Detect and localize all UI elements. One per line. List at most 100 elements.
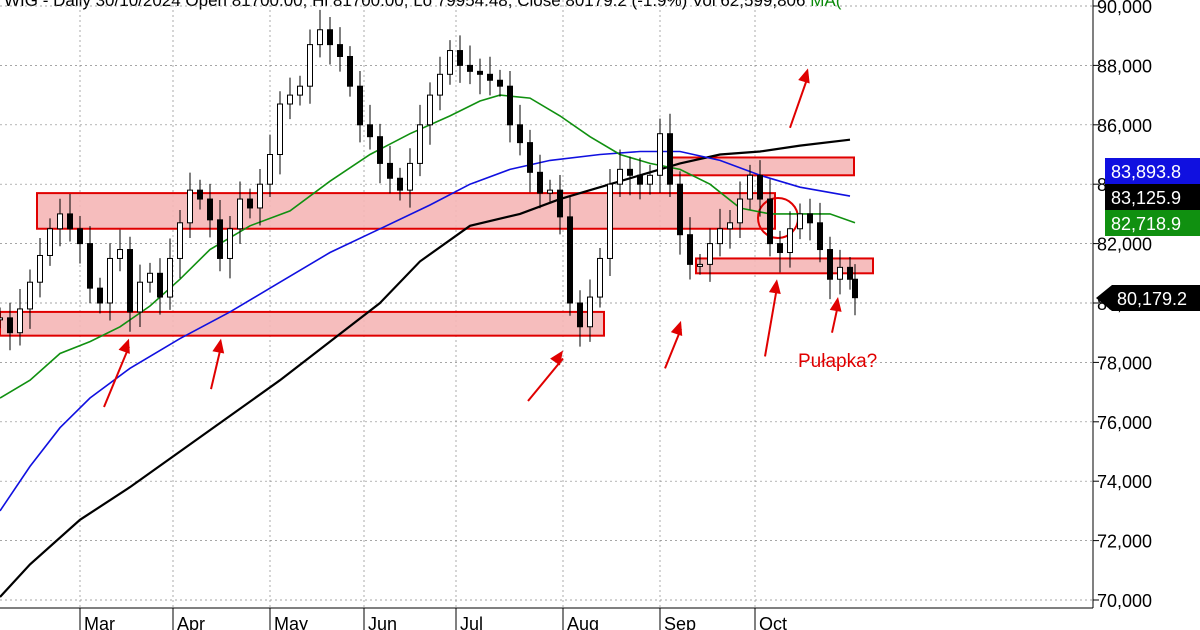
candles <box>0 9 858 351</box>
arrow-head <box>550 350 563 366</box>
x-tick-label: May <box>274 614 308 630</box>
candle-body <box>697 263 703 267</box>
candle-body <box>17 308 23 334</box>
candle-body <box>207 198 213 221</box>
ma50-line <box>0 150 851 512</box>
candle-body <box>37 254 43 283</box>
arrow-head <box>829 297 842 312</box>
candle-body <box>387 162 393 179</box>
ma200-line <box>0 138 851 598</box>
arrow-shaft <box>789 76 809 129</box>
arrow-head <box>212 338 225 354</box>
candle-body <box>307 44 313 87</box>
candle-body <box>137 281 143 313</box>
y-tick-label: 76,000 <box>1097 413 1152 433</box>
candle-body <box>797 213 803 230</box>
close-badge <box>1096 285 1200 311</box>
candle-body <box>177 222 183 259</box>
candle-body <box>587 296 593 328</box>
value-badges: 83,893.8 83,125.9 82,718.9 80,179.2 <box>1096 158 1200 311</box>
y-tick-label: 90,000 <box>1097 0 1152 17</box>
x-tick-label: Jul <box>460 614 483 630</box>
candle-body <box>627 168 633 176</box>
candle-body <box>347 55 353 87</box>
candle-body <box>87 243 93 289</box>
candle-body <box>67 213 73 230</box>
candle-body <box>257 183 263 209</box>
candle-body <box>327 29 333 46</box>
candle-body <box>267 154 273 185</box>
arrow-head <box>768 279 781 294</box>
candle-body <box>467 64 473 72</box>
candle-body <box>827 249 833 280</box>
candle-body <box>27 281 33 310</box>
candle-body <box>47 228 53 256</box>
x-tick-label: Jun <box>368 614 397 630</box>
badge-value: 83,125.9 <box>1111 188 1181 208</box>
candle-body <box>717 228 723 245</box>
y-tick-label: 86,000 <box>1097 116 1152 136</box>
candle-body <box>777 243 783 254</box>
arrow-shaft <box>664 328 682 369</box>
candle-body <box>527 142 533 173</box>
candle-body <box>397 177 403 191</box>
candle-body <box>737 198 743 224</box>
candle-body <box>567 216 573 304</box>
ma-badge <box>1105 158 1200 184</box>
y-tick-label: 70,000 <box>1097 591 1152 611</box>
x-tick-label: Mar <box>84 614 115 630</box>
ma20-line <box>0 94 856 399</box>
x-axis: Mar Apr May Jun Jul Aug Sep Oct <box>79 608 787 630</box>
candle-body <box>457 50 463 66</box>
candle-body <box>0 317 3 321</box>
badge-value: 80,179.2 <box>1117 289 1187 309</box>
candle-body <box>847 266 853 280</box>
candle-body <box>157 272 163 298</box>
grid <box>0 0 1094 609</box>
candle-body <box>287 94 293 105</box>
candle-body <box>807 213 813 224</box>
candle-body <box>507 85 513 126</box>
candle-body <box>277 103 283 156</box>
candle-body <box>657 133 663 176</box>
candle-body <box>837 266 843 280</box>
candle-body <box>317 29 323 46</box>
candle-body <box>852 278 858 299</box>
x-tick-label: Aug <box>567 614 599 630</box>
candle-body <box>377 136 383 164</box>
candle-body <box>557 189 563 218</box>
candle-body <box>637 174 643 185</box>
badge-value: 83,893.8 <box>1111 162 1181 182</box>
candle-body <box>537 171 543 194</box>
candle-body <box>357 85 363 126</box>
candle-body <box>107 257 113 304</box>
y-tick-label: 88,000 <box>1097 56 1152 76</box>
candle-body <box>117 249 123 259</box>
y-tick-label: 74,000 <box>1097 472 1152 492</box>
x-tick-label: Sep <box>664 614 696 630</box>
candle-body <box>597 257 603 298</box>
candle-body <box>677 183 683 236</box>
ma-badge <box>1105 210 1200 236</box>
candle-body <box>197 189 203 200</box>
candle-body <box>227 228 233 259</box>
candle-body <box>187 189 193 224</box>
badge-value: 82,718.9 <box>1111 214 1181 234</box>
candle-body <box>617 168 623 185</box>
candle-body <box>367 124 373 138</box>
candle-body <box>727 222 733 230</box>
y-tick-label: 72,000 <box>1097 532 1152 552</box>
candle-body <box>237 198 243 230</box>
annotation-text: Pułapka? <box>798 351 877 372</box>
candle-body <box>487 73 493 81</box>
candle-body <box>57 213 63 230</box>
header-ma-label: MA( <box>810 0 842 10</box>
support-zone <box>36 192 776 230</box>
candle-body <box>7 317 13 334</box>
candle-body <box>147 272 153 283</box>
y-tick-label: 82,000 <box>1097 235 1152 255</box>
candle-body <box>707 243 713 265</box>
arrows <box>103 68 842 408</box>
candle-body <box>607 183 613 259</box>
